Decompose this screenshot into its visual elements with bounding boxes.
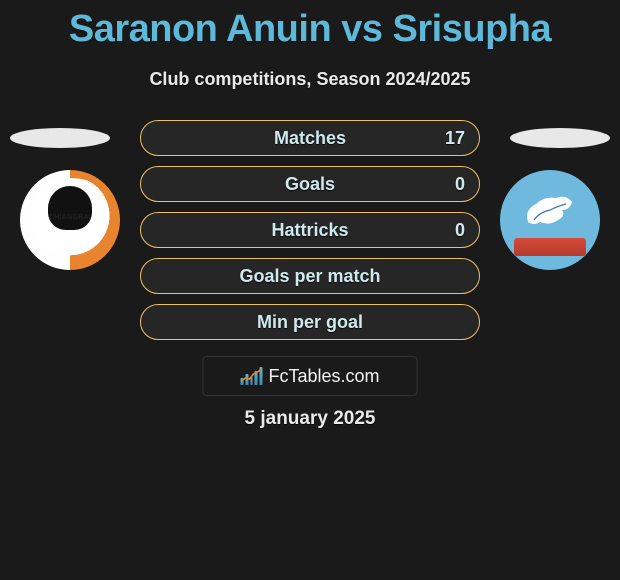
stat-row-min-per-goal: Min per goal bbox=[140, 304, 480, 340]
stat-value-right: 0 bbox=[455, 174, 465, 195]
stat-label: Matches bbox=[274, 128, 346, 149]
stat-label: Goals per match bbox=[239, 266, 380, 287]
stat-value-right: 0 bbox=[455, 220, 465, 241]
date-text: 5 january 2025 bbox=[0, 408, 620, 430]
stat-label: Min per goal bbox=[257, 312, 363, 333]
stat-label: Hattricks bbox=[271, 220, 348, 241]
stats-list: Matches 17 Goals 0 Hattricks 0 Goals per… bbox=[140, 120, 480, 350]
stat-value-right: 17 bbox=[445, 128, 465, 149]
stat-label: Goals bbox=[285, 174, 335, 195]
country-flag-left bbox=[10, 128, 110, 148]
horse-icon bbox=[522, 190, 578, 230]
stat-row-goals-per-match: Goals per match bbox=[140, 258, 480, 294]
stat-row-goals: Goals 0 bbox=[140, 166, 480, 202]
club-badge-right-band bbox=[514, 238, 586, 256]
branding-badge: FcTables.com bbox=[203, 356, 418, 396]
club-badge-left bbox=[20, 178, 120, 262]
club-badge-right bbox=[500, 178, 600, 262]
page-subtitle: Club competitions, Season 2024/2025 bbox=[0, 69, 620, 90]
stat-row-hattricks: Hattricks 0 bbox=[140, 212, 480, 248]
page-title: Saranon Anuin vs Srisupha bbox=[0, 0, 620, 51]
stat-row-matches: Matches 17 bbox=[140, 120, 480, 156]
country-flag-right bbox=[510, 128, 610, 148]
branding-text: FcTables.com bbox=[268, 366, 379, 387]
chart-icon bbox=[240, 367, 262, 385]
